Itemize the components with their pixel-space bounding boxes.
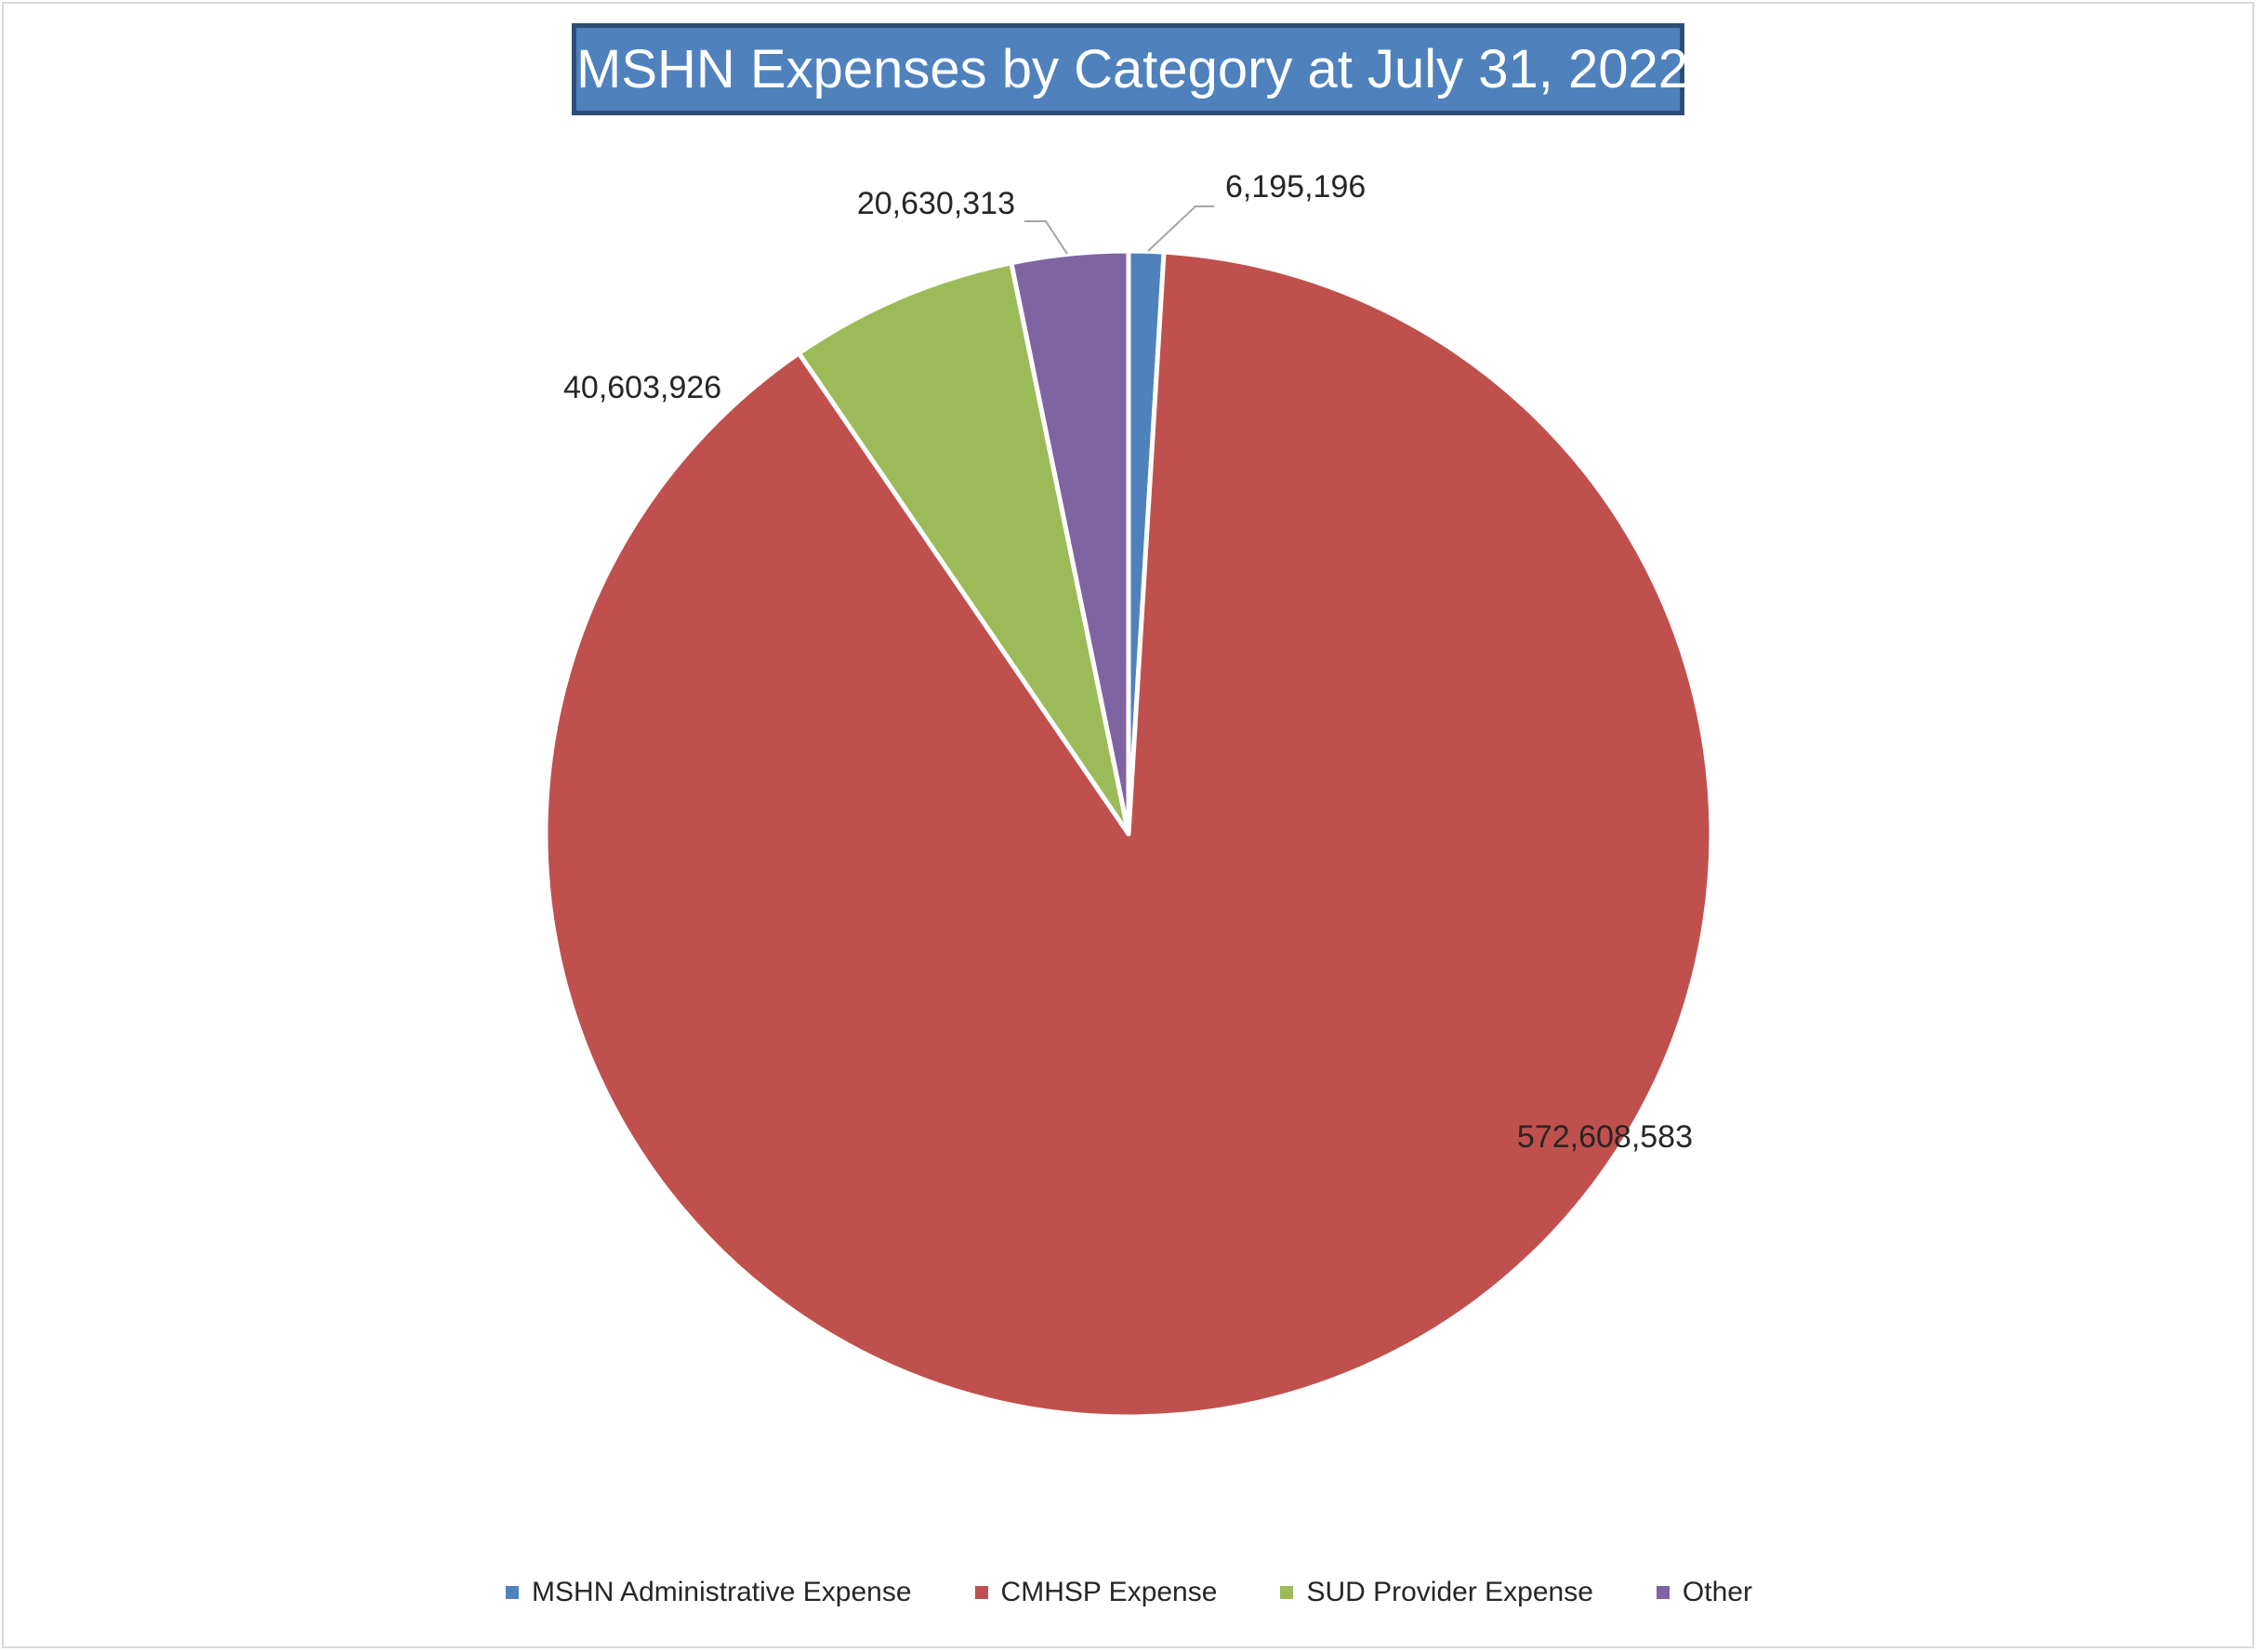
- data-label: 6,195,196: [1225, 169, 1366, 205]
- data-labels: 6,195,196 572,608,583 40,603,926 20,630,313: [563, 169, 1693, 1155]
- legend-swatch: [1656, 1586, 1670, 1599]
- leader-line: [1147, 205, 1214, 252]
- legend-label: SUD Provider Expense: [1306, 1577, 1593, 1607]
- data-label: 40,603,926: [563, 370, 721, 405]
- pie-slice-other: [1009, 248, 1131, 837]
- legend-swatch: [1280, 1586, 1294, 1599]
- legend-item: CMHSP Expense: [974, 1577, 1218, 1608]
- leader-line: [1024, 220, 1068, 255]
- legend-item: Other: [1656, 1577, 1752, 1608]
- chart-title: MSHN Expenses by Category at July 31, 20…: [572, 23, 1688, 115]
- data-label: 572,608,583: [1517, 1119, 1693, 1155]
- legend: MSHN Administrative Expense CMHSP Expense…: [0, 1569, 2258, 1616]
- legend-label: CMHSP Expense: [1000, 1577, 1218, 1607]
- legend-item: SUD Provider Expense: [1280, 1577, 1593, 1608]
- leader-lines: [1024, 205, 1214, 255]
- legend-label: Other: [1682, 1577, 1752, 1607]
- legend-swatch: [506, 1586, 520, 1599]
- pie-slices: [543, 248, 1714, 1420]
- legend-item: MSHN Administrative Expense: [506, 1577, 912, 1608]
- pie-slice-sud-provider-expense: [796, 260, 1131, 837]
- legend-swatch: [974, 1586, 988, 1599]
- data-label: 20,630,313: [857, 186, 1015, 221]
- legend-label: MSHN Administrative Expense: [532, 1577, 912, 1607]
